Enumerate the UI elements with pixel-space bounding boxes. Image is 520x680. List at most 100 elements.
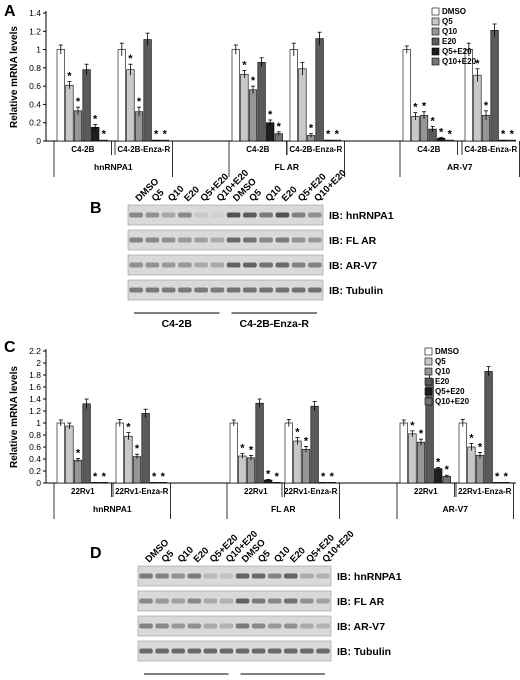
protein-band xyxy=(139,623,153,629)
bar-e20 xyxy=(315,38,324,142)
bar-e20 xyxy=(310,405,319,484)
protein-band xyxy=(308,212,322,218)
legend-label: DMSO xyxy=(435,347,459,356)
cell-line-label: C4-2B-Enza-R xyxy=(289,145,342,154)
protein-band xyxy=(145,287,160,293)
protein-band xyxy=(210,212,225,218)
protein-band xyxy=(161,237,176,243)
group-label: C4-2B-Enza-R xyxy=(240,318,310,330)
significance-star: * xyxy=(128,53,133,65)
bar-dmso xyxy=(56,49,65,142)
protein-band xyxy=(129,287,143,293)
protein-band xyxy=(203,573,218,579)
y-tick-label: 0.6 xyxy=(29,442,41,452)
protein-band xyxy=(267,623,282,629)
significance-star: * xyxy=(240,443,245,455)
bar-q10-e20 xyxy=(99,139,108,142)
legend-label: Q10 xyxy=(442,27,458,36)
protein-band xyxy=(187,573,202,579)
protein-band xyxy=(139,648,153,654)
cell-line-label: 22Rv1-Enza-R xyxy=(458,487,512,496)
protein-band xyxy=(251,623,266,629)
bar-q10-e20 xyxy=(445,139,454,142)
bar-dmso xyxy=(289,49,298,142)
protein-band xyxy=(291,262,306,268)
bar-e20 xyxy=(82,403,91,484)
blot-strip xyxy=(127,229,324,251)
significance-star: * xyxy=(495,471,500,483)
protein-band xyxy=(259,287,273,293)
significance-star: * xyxy=(504,471,509,483)
legend-swatch xyxy=(431,17,440,26)
bar-q5 xyxy=(408,433,417,484)
protein-band xyxy=(308,237,322,243)
bar-q10-e20 xyxy=(332,139,341,142)
bar-dmso xyxy=(458,422,467,484)
protein-band xyxy=(243,262,257,268)
protein-band xyxy=(259,212,273,218)
protein-band xyxy=(251,573,266,579)
legend-label: Q5 xyxy=(442,17,453,26)
significance-star: * xyxy=(102,471,107,483)
protein-band xyxy=(171,598,185,604)
legend-swatch xyxy=(431,7,440,16)
y-tick-label: 0.6 xyxy=(29,81,41,91)
protein-band xyxy=(139,573,153,579)
protein-band xyxy=(291,212,306,218)
protein-band xyxy=(226,287,241,293)
protein-band xyxy=(178,287,192,293)
bar-q5 xyxy=(238,455,247,484)
protein-band xyxy=(226,212,241,218)
bar-q10-e20 xyxy=(272,482,281,484)
significance-star: * xyxy=(152,471,157,483)
bar-chart-C: C 0 0.2 0.4 0.6 0.8 1 1.2 1.4 1.6 1.8 2 2.2 Relative … xyxy=(4,339,516,519)
y-axis-label: Relative mRNA levels xyxy=(9,366,20,468)
protein-band xyxy=(235,598,250,604)
protein-band xyxy=(219,623,234,629)
bar-q5 xyxy=(411,116,420,142)
y-tick-label: 1.4 xyxy=(29,394,41,404)
bar-e20 xyxy=(490,30,499,142)
bar-q10 xyxy=(419,115,429,142)
y-tick-label: 0.8 xyxy=(29,63,41,73)
protein-band xyxy=(275,237,290,243)
significance-star: * xyxy=(469,432,474,444)
protein-band xyxy=(155,598,169,604)
protein-band xyxy=(235,648,250,654)
protein-band xyxy=(161,287,176,293)
protein-band xyxy=(219,598,234,604)
significance-star: * xyxy=(137,96,142,108)
bar-q5 xyxy=(65,425,74,484)
legend-label: Q5+E20 xyxy=(442,47,472,56)
significance-star: * xyxy=(321,471,326,483)
legend-label: Q5 xyxy=(435,357,446,366)
bar-dmso xyxy=(56,422,65,484)
y-tick-label: 0.4 xyxy=(29,454,41,464)
legend-swatch xyxy=(431,47,440,56)
significance-star: * xyxy=(161,471,166,483)
y-tick-label: 0.4 xyxy=(29,99,41,109)
bar-e20 xyxy=(257,62,266,142)
bar-dmso xyxy=(117,49,126,142)
legend-swatch xyxy=(431,27,440,36)
blot-strip xyxy=(137,565,332,587)
significance-star: * xyxy=(249,444,254,456)
protein-band xyxy=(161,212,176,218)
lane-label: E20 xyxy=(182,184,202,204)
bar-q5-e20 xyxy=(150,482,159,484)
significance-star: * xyxy=(76,96,81,108)
panel-label: D xyxy=(90,545,102,562)
bar-e20 xyxy=(484,371,493,484)
bar-q10-e20 xyxy=(507,139,516,142)
bar-dmso xyxy=(229,422,238,484)
protein-band xyxy=(235,623,250,629)
protein-band xyxy=(284,623,298,629)
protein-band xyxy=(155,648,169,654)
cell-line-label: 22Rv1 xyxy=(414,487,438,496)
legend-label: E20 xyxy=(442,37,457,46)
blot-strip xyxy=(137,640,332,662)
protein-band xyxy=(316,623,330,629)
y-axis-label: Relative mRNA levels xyxy=(9,26,20,128)
significance-star: * xyxy=(510,129,515,141)
